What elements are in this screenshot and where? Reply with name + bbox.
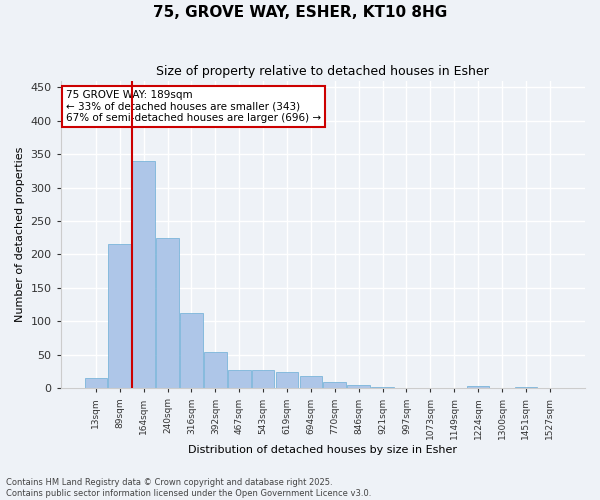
Bar <box>133 161 155 388</box>
Bar <box>85 378 107 388</box>
Bar <box>109 244 131 388</box>
Bar <box>371 387 394 388</box>
Text: Contains HM Land Registry data © Crown copyright and database right 2025.
Contai: Contains HM Land Registry data © Crown c… <box>6 478 371 498</box>
Title: Size of property relative to detached houses in Esher: Size of property relative to detached ho… <box>157 65 489 78</box>
Bar <box>275 372 298 388</box>
Bar <box>180 314 203 388</box>
Bar <box>323 382 346 388</box>
Bar <box>156 238 179 388</box>
Bar <box>252 370 274 388</box>
Y-axis label: Number of detached properties: Number of detached properties <box>15 146 25 322</box>
Bar <box>228 370 251 388</box>
Bar <box>515 387 537 388</box>
X-axis label: Distribution of detached houses by size in Esher: Distribution of detached houses by size … <box>188 445 457 455</box>
Bar <box>467 386 490 388</box>
Text: 75, GROVE WAY, ESHER, KT10 8HG: 75, GROVE WAY, ESHER, KT10 8HG <box>153 5 447 20</box>
Bar <box>347 385 370 388</box>
Bar <box>204 352 227 389</box>
Bar <box>299 376 322 388</box>
Text: 75 GROVE WAY: 189sqm
← 33% of detached houses are smaller (343)
67% of semi-deta: 75 GROVE WAY: 189sqm ← 33% of detached h… <box>66 90 321 123</box>
